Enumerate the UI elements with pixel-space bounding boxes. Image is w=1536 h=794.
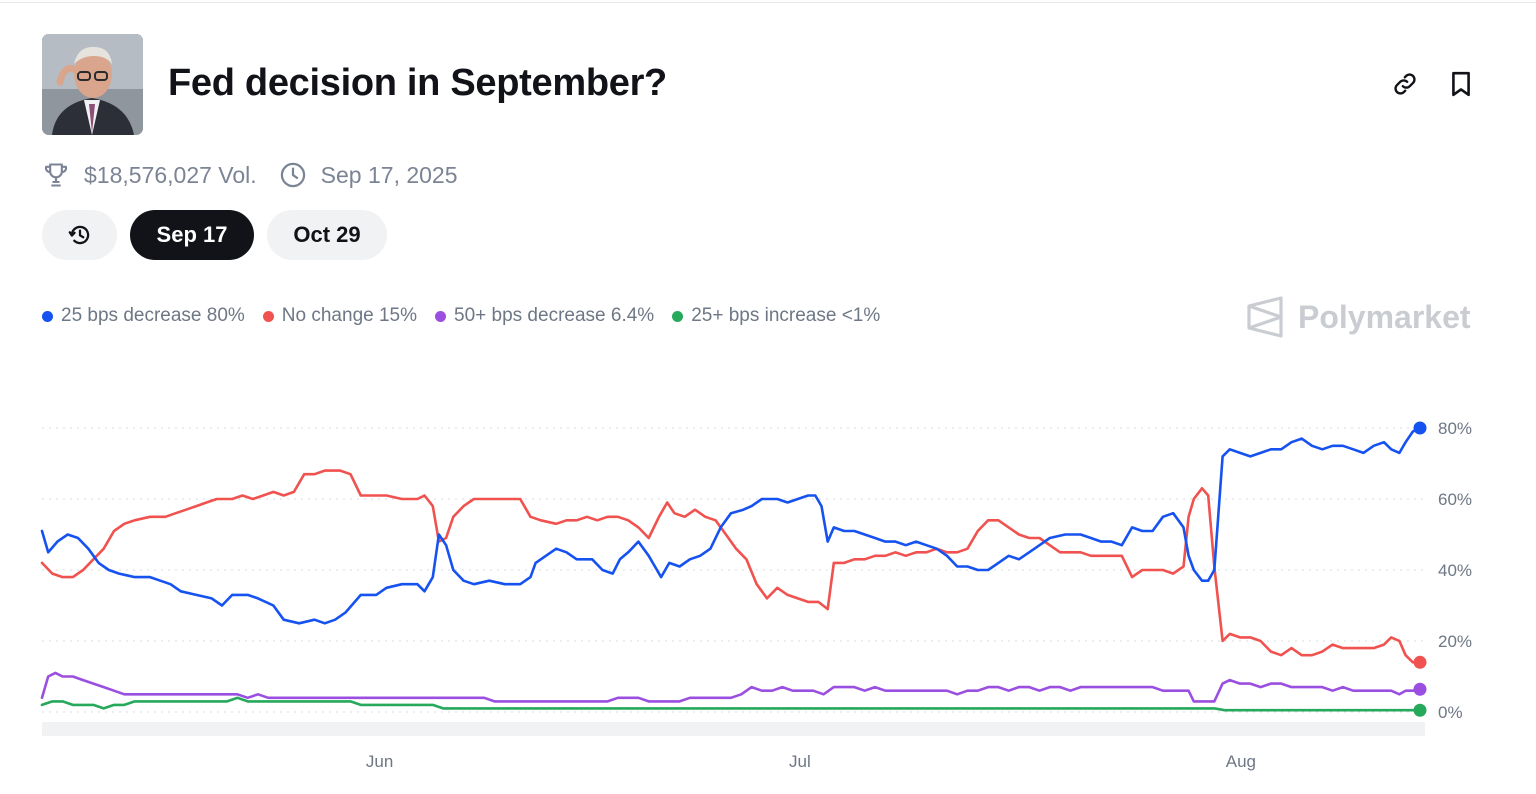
brand-name: Polymarket (1298, 298, 1471, 335)
avatar-portrait-icon (42, 34, 143, 135)
polymarket-logo-icon (1247, 296, 1283, 338)
series-endpoint-dot (1413, 703, 1427, 717)
volume-text: $18,576,027 Vol. (84, 161, 257, 188)
top-divider (0, 2, 1536, 3)
polymarket-watermark: Polymarket (1246, 296, 1471, 338)
market-meta: $18,576,027 Vol. Sep 17, 2025 (42, 158, 458, 192)
series-line-25-bps-increase[interactable] (40, 696, 1422, 712)
legend-item-25bps-increase: 25+ bps increase <1% (672, 305, 880, 327)
end-date-text: Sep 17, 2025 (320, 161, 458, 188)
history-button[interactable] (42, 210, 117, 260)
x-tick-label: Aug (1226, 752, 1256, 771)
x-tick-label: Jun (366, 752, 393, 771)
legend-label: No change 15% (281, 305, 418, 326)
bookmark-button[interactable] (1441, 64, 1481, 104)
series-endpoint-dot (1413, 421, 1427, 435)
legend-dot-icon (435, 310, 447, 322)
tab-oct-29[interactable]: Oct 29 (267, 210, 387, 260)
chart-scrollbar[interactable] (42, 722, 1425, 736)
legend-dot-icon (42, 310, 53, 322)
history-icon (68, 225, 89, 245)
bookmark-icon (1452, 71, 1470, 97)
series-line-50-bps-decrease[interactable] (40, 671, 1422, 703)
x-tick-label: Jul (789, 752, 811, 771)
legend-label: 25 bps decrease 80% (61, 305, 245, 326)
y-tick-label: 60% (1438, 490, 1472, 509)
legend-dot-icon (262, 310, 274, 322)
trophy-icon (42, 161, 70, 189)
tab-sep-17[interactable]: Sep 17 (130, 210, 254, 260)
y-tick-label: 0% (1438, 703, 1463, 722)
legend-dot-icon (672, 310, 684, 322)
clock-icon (279, 161, 307, 189)
market-title: Fed decision in September? (168, 62, 667, 104)
link-icon (1394, 73, 1416, 95)
y-tick-label: 80% (1438, 419, 1472, 438)
series-endpoint-dot (1413, 682, 1427, 696)
copy-link-button[interactable] (1385, 64, 1425, 104)
price-history-chart[interactable]: 0% 20% 40% 60% 80% Jun Jul Aug (0, 380, 1536, 794)
legend-label: 50+ bps decrease 6.4% (454, 305, 655, 326)
legend-label: 25+ bps increase <1% (691, 305, 881, 326)
series-line-no-change[interactable] (40, 469, 1422, 664)
series-line-25-bps-decrease[interactable] (40, 426, 1422, 625)
legend-item-50bps-decrease: 50+ bps decrease 6.4% (435, 305, 654, 327)
market-avatar (42, 34, 143, 135)
y-tick-label: 40% (1438, 561, 1472, 580)
chart-legend: 25 bps decrease 80% No change 15% 50+ bp… (42, 305, 898, 327)
legend-item-25bps-decrease: 25 bps decrease 80% (42, 305, 245, 327)
y-tick-label: 20% (1438, 632, 1472, 651)
legend-item-no-change: No change 15% (262, 305, 418, 327)
series-endpoint-dot (1413, 655, 1427, 669)
